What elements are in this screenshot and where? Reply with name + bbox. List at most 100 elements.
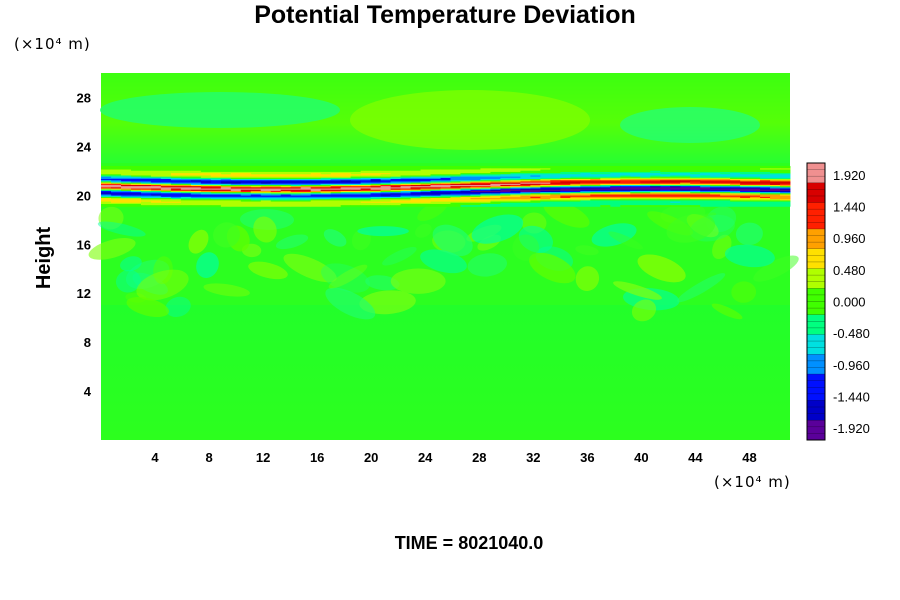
- heatmap-cell: [630, 165, 641, 168]
- chart-title: Potential Temperature Deviation: [254, 1, 636, 29]
- heatmap-cell: [220, 169, 232, 172]
- heatmap-cell: [530, 179, 541, 181]
- heatmap-cell: [580, 181, 591, 183]
- heatmap-cell: [560, 179, 571, 181]
- heatmap-cell: [630, 186, 641, 188]
- heatmap-cell: [410, 171, 421, 174]
- heatmap-cell: [190, 182, 202, 185]
- heatmap-cell: [160, 202, 172, 205]
- heatmap-cell: [720, 190, 731, 193]
- heatmap-cell: [690, 171, 701, 174]
- heatmap-cell: [130, 173, 142, 175]
- heatmap-cell: [670, 188, 681, 191]
- heatmap-cell: [170, 203, 182, 206]
- heatmap-cell: [220, 199, 232, 201]
- heatmap-cell: [770, 168, 781, 170]
- colorbar-swatch: [807, 163, 825, 170]
- heatmap-cell: [550, 198, 561, 200]
- heatmap-cell: [240, 192, 252, 194]
- heatmap-cell: [190, 198, 202, 200]
- turbulence-blob: [165, 296, 191, 318]
- heatmap-cell: [320, 188, 332, 191]
- heatmap-cell: [300, 165, 312, 168]
- heatmap-cell: [440, 184, 451, 187]
- heatmap-cell: [380, 177, 391, 180]
- heatmap-cell: [230, 201, 242, 204]
- heatmap-cell: [270, 181, 282, 183]
- heatmap-cell: [520, 198, 531, 200]
- heatmap-cell: [200, 193, 212, 195]
- heatmap-cell: [390, 173, 401, 175]
- heatmap-cell: [440, 199, 451, 201]
- heatmap-cell: [650, 182, 661, 185]
- heatmap-cell: [600, 177, 611, 180]
- heatmap-cell: [310, 205, 322, 207]
- heatmap-cell: [310, 195, 322, 198]
- heatmap-cell: [480, 194, 491, 197]
- heatmap-cell: [540, 195, 551, 198]
- heatmap-cell: [310, 203, 322, 206]
- heatmap-cell: [560, 183, 571, 186]
- heatmap-cell: [330, 177, 342, 180]
- heatmap-cell: [270, 189, 282, 192]
- heatmap-cell: [710, 186, 721, 188]
- heatmap-cell: [720, 180, 731, 182]
- heatmap-cell: [200, 184, 212, 187]
- heatmap-cell: [700, 174, 711, 176]
- heatmap-cell: [660, 176, 671, 179]
- heatmap-cell: [710, 188, 721, 191]
- heatmap-cell: [480, 173, 491, 175]
- heatmap-cell: [570, 174, 581, 176]
- heatmap-cell: [500, 184, 511, 187]
- heatmap-cell: [310, 168, 322, 170]
- heatmap-cell: [330, 193, 342, 195]
- heatmap-cell: [140, 193, 152, 195]
- heatmap-cell: [370, 203, 381, 206]
- heatmap-cell: [710, 182, 721, 185]
- heatmap-cell: [450, 170, 461, 173]
- heatmap-cell: [690, 199, 701, 201]
- heatmap-cell: [430, 192, 441, 194]
- heatmap-cell: [480, 180, 491, 182]
- heatmap-cell: [390, 190, 401, 193]
- heatmap-cell: [680, 199, 691, 201]
- heatmap-cell: [520, 200, 531, 202]
- heatmap-cell: [130, 187, 142, 189]
- heatmap-cell: [580, 179, 591, 181]
- heatmap-cell: [580, 180, 591, 182]
- heatmap-cell: [180, 202, 192, 205]
- heatmap-cell: [160, 193, 172, 195]
- heatmap-cell: [370, 184, 381, 187]
- heatmap-cell: [770, 167, 781, 169]
- colorbar-swatch: [807, 281, 825, 289]
- heatmap-cell: [570, 182, 581, 185]
- heatmap-cell: [720, 177, 731, 180]
- heatmap-cell: [750, 170, 761, 173]
- heatmap-cell: [420, 192, 431, 194]
- heatmap-cell: [370, 179, 381, 181]
- heatmap-cell: [590, 176, 601, 179]
- heatmap-cell: [750, 189, 761, 192]
- heatmap-cell: [140, 180, 152, 182]
- heatmap-cell: [310, 199, 322, 201]
- heatmap-cell: [310, 181, 322, 183]
- heatmap-cell: [700, 202, 711, 205]
- heatmap-cell: [440, 176, 451, 179]
- heatmap-cell: [150, 189, 162, 192]
- heatmap-cell: [650, 188, 661, 191]
- heatmap-cell: [350, 194, 362, 197]
- heatmap-cell: [440, 195, 451, 198]
- heatmap-cell: [480, 174, 491, 176]
- heatmap-cell: [190, 203, 202, 206]
- heatmap-cell: [520, 165, 531, 168]
- heatmap-cell: [450, 180, 461, 182]
- heatmap-cell: [190, 192, 202, 194]
- heatmap-cell: [490, 199, 501, 201]
- heatmap-cell: [101, 184, 112, 187]
- heatmap-cell: [180, 175, 192, 178]
- heatmap-cell: [590, 174, 601, 176]
- heatmap-cell: [190, 199, 202, 201]
- heatmap-cell: [740, 194, 751, 197]
- heatmap-cell: [670, 183, 681, 186]
- heatmap-cell: [290, 193, 302, 195]
